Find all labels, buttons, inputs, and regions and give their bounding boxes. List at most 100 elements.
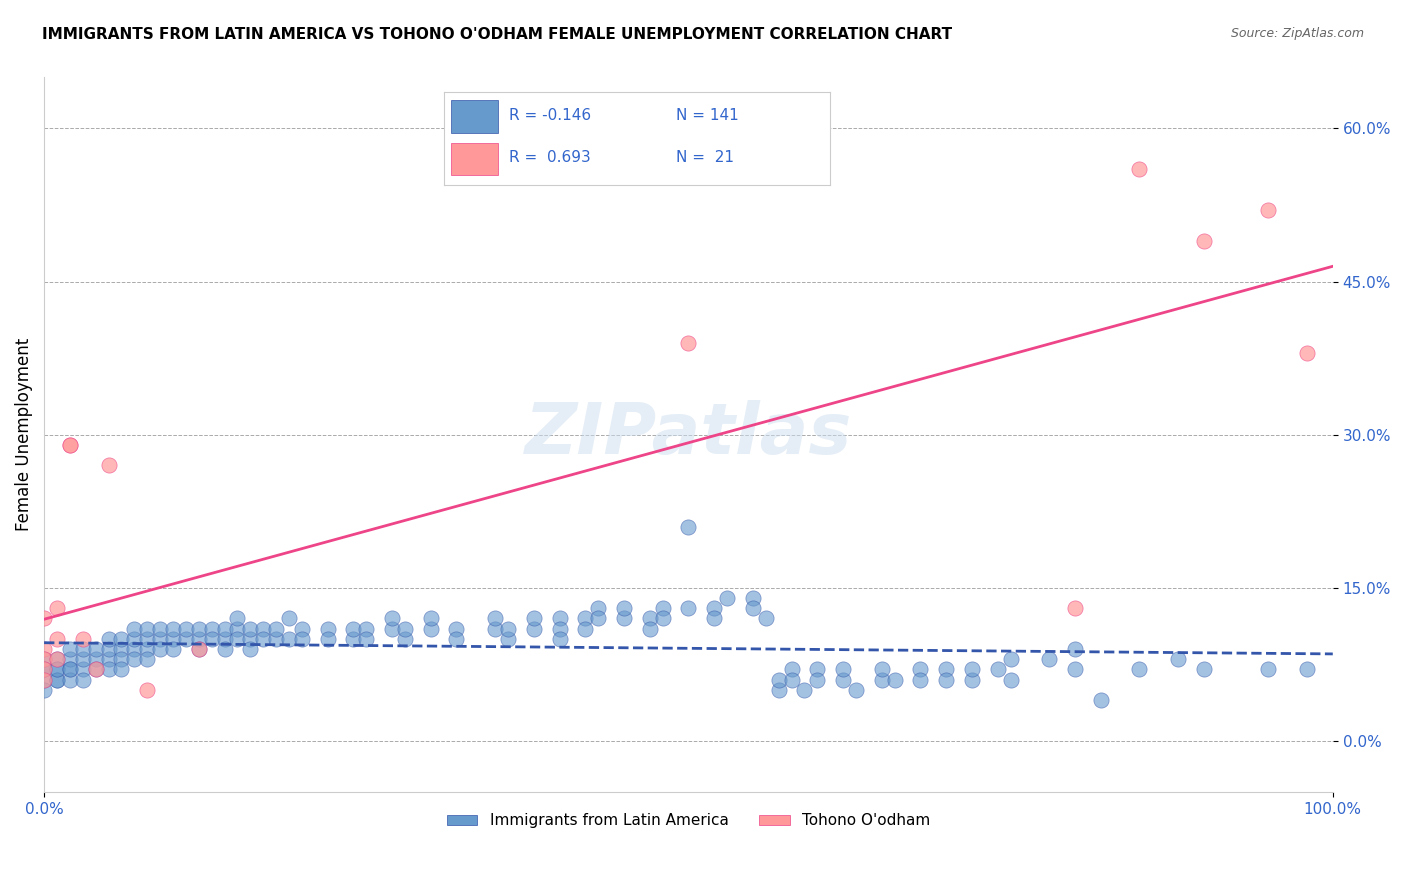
Point xyxy=(910,673,932,687)
Point xyxy=(59,663,82,677)
Point xyxy=(586,601,609,615)
Point xyxy=(59,673,82,687)
Point xyxy=(446,622,468,636)
Point xyxy=(110,663,132,677)
Point xyxy=(780,673,803,687)
Point xyxy=(84,642,107,657)
Point xyxy=(832,673,855,687)
Point xyxy=(793,682,815,697)
Point xyxy=(214,632,236,646)
Point xyxy=(84,652,107,666)
Point xyxy=(46,673,69,687)
Point xyxy=(32,663,55,677)
Point xyxy=(1257,203,1279,218)
Point xyxy=(910,663,932,677)
Point xyxy=(59,438,82,452)
Point xyxy=(419,611,441,625)
Point xyxy=(832,663,855,677)
Point xyxy=(419,622,441,636)
Point xyxy=(136,622,159,636)
Point xyxy=(574,611,596,625)
Point xyxy=(32,652,55,666)
Point xyxy=(174,632,197,646)
Point xyxy=(987,663,1010,677)
Point xyxy=(32,663,55,677)
Point xyxy=(72,652,94,666)
Point xyxy=(484,622,506,636)
Point xyxy=(446,632,468,646)
Point xyxy=(136,652,159,666)
Point xyxy=(187,642,209,657)
Point xyxy=(32,673,55,687)
Point xyxy=(741,601,763,615)
Point xyxy=(72,673,94,687)
Point xyxy=(548,611,571,625)
Point xyxy=(935,673,957,687)
Point xyxy=(84,663,107,677)
Point xyxy=(46,601,69,615)
Point xyxy=(716,591,738,605)
Point xyxy=(484,611,506,625)
Point xyxy=(136,632,159,646)
Point xyxy=(226,622,249,636)
Point xyxy=(187,642,209,657)
Point xyxy=(32,682,55,697)
Point xyxy=(32,642,55,657)
Point xyxy=(356,622,378,636)
Point xyxy=(46,652,69,666)
Point xyxy=(1167,652,1189,666)
Point xyxy=(46,652,69,666)
Point xyxy=(1192,234,1215,248)
Point xyxy=(97,632,120,646)
Point xyxy=(703,611,725,625)
Point xyxy=(342,622,364,636)
Point xyxy=(187,632,209,646)
Point xyxy=(239,622,262,636)
Point xyxy=(1296,663,1319,677)
Point xyxy=(496,622,519,636)
Point xyxy=(72,632,94,646)
Point xyxy=(678,601,700,615)
Point xyxy=(574,622,596,636)
Point xyxy=(1257,663,1279,677)
Point xyxy=(110,642,132,657)
Point xyxy=(1064,601,1087,615)
Point xyxy=(124,622,146,636)
Point xyxy=(651,611,673,625)
Point xyxy=(174,622,197,636)
Point xyxy=(1192,663,1215,677)
Point xyxy=(59,642,82,657)
Point xyxy=(32,611,55,625)
Point xyxy=(1038,652,1060,666)
Point xyxy=(1296,346,1319,360)
Y-axis label: Female Unemployment: Female Unemployment xyxy=(15,338,32,532)
Point xyxy=(1128,162,1150,177)
Point xyxy=(264,632,287,646)
Point xyxy=(32,663,55,677)
Point xyxy=(806,673,828,687)
Point xyxy=(291,632,314,646)
Point xyxy=(46,663,69,677)
Legend: Immigrants from Latin America, Tohono O'odham: Immigrants from Latin America, Tohono O'… xyxy=(440,807,936,834)
Point xyxy=(768,682,790,697)
Point xyxy=(394,632,416,646)
Point xyxy=(523,611,546,625)
Point xyxy=(870,663,893,677)
Point xyxy=(278,632,301,646)
Point xyxy=(162,622,184,636)
Point xyxy=(252,622,274,636)
Point xyxy=(124,642,146,657)
Point xyxy=(252,632,274,646)
Point xyxy=(84,663,107,677)
Point xyxy=(678,335,700,350)
Point xyxy=(883,673,905,687)
Point xyxy=(638,622,661,636)
Point xyxy=(613,601,636,615)
Point xyxy=(342,632,364,646)
Point xyxy=(960,663,983,677)
Point xyxy=(394,622,416,636)
Point xyxy=(32,673,55,687)
Point xyxy=(97,458,120,473)
Point xyxy=(226,611,249,625)
Point xyxy=(46,663,69,677)
